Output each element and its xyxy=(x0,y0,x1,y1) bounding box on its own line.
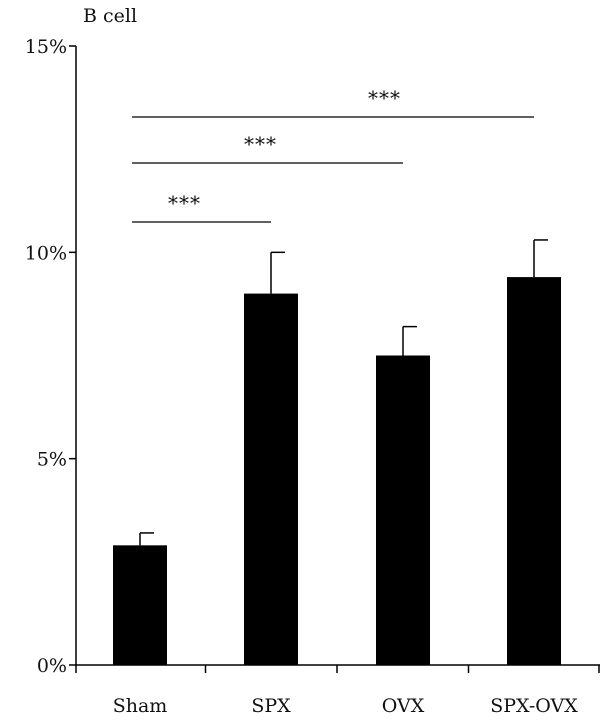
y-tick-label: 0% xyxy=(37,655,67,677)
bar-spx-ovx xyxy=(507,277,561,665)
x-tick-label: SPX-OVX xyxy=(490,695,578,717)
y-tick-label: 15% xyxy=(25,36,67,58)
x-tick-label: Sham xyxy=(113,695,168,717)
y-tick-label: 10% xyxy=(25,242,67,264)
y-tick-label: 5% xyxy=(37,449,67,471)
significance-label: *** xyxy=(368,86,401,110)
x-tick-label: OVX xyxy=(382,695,425,717)
x-tick-label: SPX xyxy=(251,695,291,717)
bar-sham xyxy=(113,545,167,665)
significance-brackets: *** *** *** xyxy=(132,86,534,223)
chart-title: B cell xyxy=(83,5,137,27)
bar-ovx xyxy=(376,355,430,665)
significance-label: *** xyxy=(244,132,277,156)
category-labels: Sham SPX OVX SPX-OVX xyxy=(113,695,579,717)
significance-label: *** xyxy=(168,191,201,215)
error-bars xyxy=(139,239,548,546)
bars xyxy=(113,277,561,665)
bar-spx xyxy=(244,293,298,665)
